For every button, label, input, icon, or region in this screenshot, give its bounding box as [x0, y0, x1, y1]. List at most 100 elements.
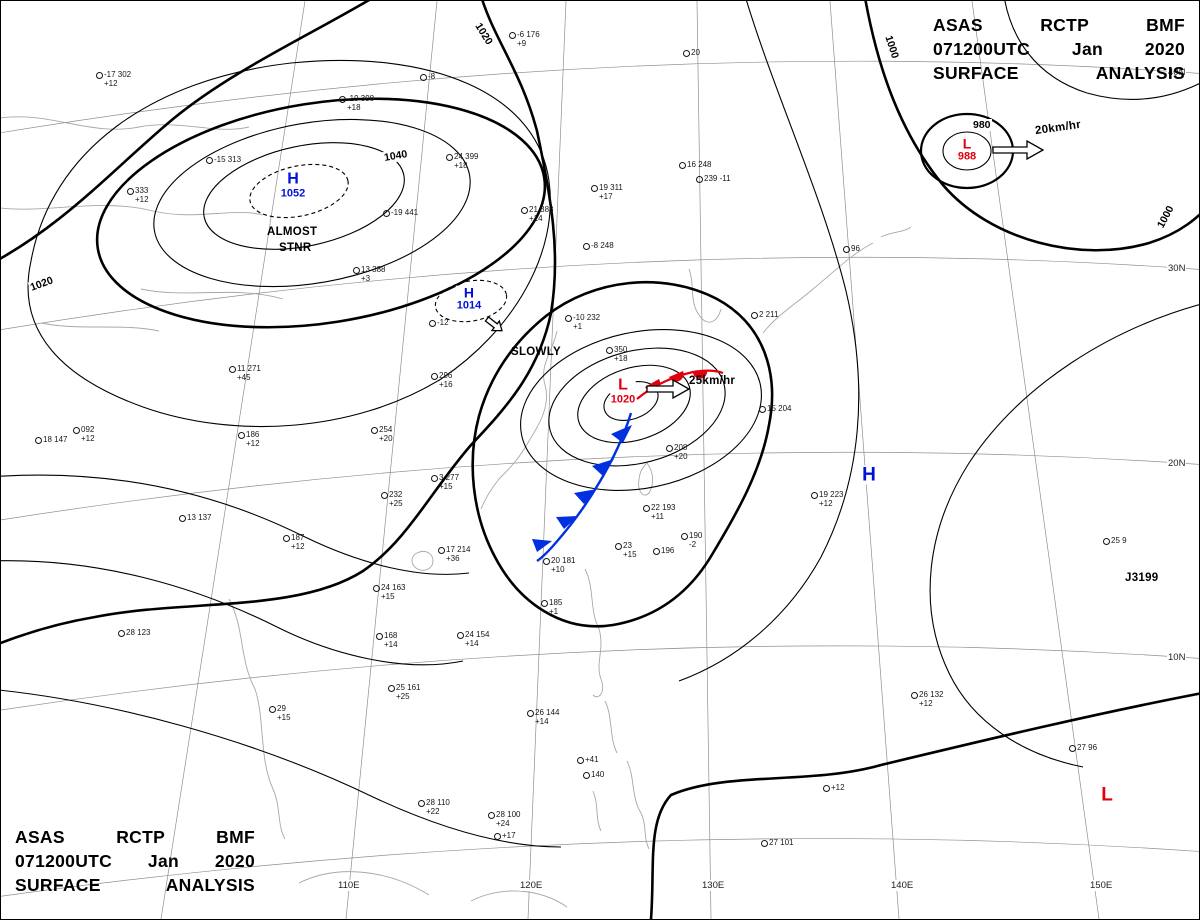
pressure-center-h: H 1052 — [279, 171, 307, 200]
station-plot: 254 +20 — [371, 425, 393, 443]
station-plot: +41 — [577, 755, 599, 764]
chart-type: SURFACE ANALYSIS — [933, 63, 1185, 83]
station-plot: 19 223 +12 — [810, 490, 844, 508]
station-plot: 16 248 — [678, 160, 712, 169]
pressure-letter: H — [279, 171, 307, 188]
longitude-label: 110E — [337, 880, 361, 891]
longitude-label: 140E — [890, 880, 915, 891]
pressure-center-h: H 1014 — [455, 285, 483, 312]
station-plot: -6 176 +9 — [509, 30, 540, 48]
station-plot: +12 — [823, 783, 845, 792]
pressure-center-l: L 988 — [956, 136, 978, 163]
station-plot: 15 204 — [758, 404, 792, 413]
station-plot: 350 +18 — [606, 345, 628, 363]
station-plot: 185 +1 — [540, 598, 563, 616]
station-plot: 187 +12 — [283, 533, 305, 551]
pressure-letter: L — [609, 377, 637, 394]
movement-arrows — [484, 139, 1045, 400]
station-plot: 21 388 +14 — [520, 205, 554, 223]
latitude-label: 30N — [1167, 263, 1187, 274]
station-plot: -19 398 +18 — [338, 94, 375, 112]
movement-speed-20: 20km/hr — [1034, 118, 1082, 138]
station-plot: 26 132 +12 — [910, 690, 944, 708]
station-plot: 19 311 +17 — [591, 183, 623, 201]
pressure-value: 1014 — [455, 299, 483, 312]
station-plot: 27 96 — [1068, 743, 1098, 752]
station-plot: 22 193 +11 — [642, 503, 676, 521]
station-plot: -19 441 — [382, 208, 419, 217]
high-motion-arrow — [484, 316, 503, 332]
station-plot: -8 248 — [583, 241, 614, 250]
isobar-label: 1020 — [471, 20, 496, 48]
movement-speed-25: 25km/hr — [689, 375, 736, 387]
pressure-letter: H — [455, 285, 483, 300]
low-motion-arrow — [646, 378, 691, 400]
station-plot: 26 144 +14 — [526, 708, 560, 726]
station-plot: 24 154 +14 — [456, 630, 490, 648]
station-plot: 20 — [683, 48, 700, 57]
station-plot: 208 +20 — [666, 443, 688, 461]
station-plot: 20 181 +10 — [542, 556, 576, 574]
movement-almost: ALMOST — [267, 226, 318, 238]
station-plot: 11 271 +45 — [229, 364, 261, 382]
station-plot: 27 101 — [760, 838, 794, 847]
station-plot: 25 161 +25 — [387, 683, 421, 701]
pressure-value: 1020 — [609, 393, 637, 406]
station-plot: -12 — [429, 318, 449, 327]
station-plot: 3 277 +15 — [430, 473, 460, 491]
station-plot: 96 — [843, 244, 860, 253]
chart-datetime: 071200UTC Jan 2020 — [933, 39, 1185, 59]
isobar-label: 1000 — [882, 33, 902, 61]
chart-id: ASAS RCTP BMF — [933, 15, 1185, 35]
station-plot: 24 399 +18 — [445, 152, 479, 170]
station-plot: 186 +12 — [238, 430, 260, 448]
station-plot: 140 — [582, 770, 605, 779]
pressure-center-h: H — [861, 464, 877, 486]
station-plot: 232 +25 — [381, 490, 403, 508]
pressure-center-l: L 1020 — [609, 377, 637, 406]
isobar-label: 1000 — [1154, 202, 1177, 232]
low-motion-arrow — [992, 139, 1045, 161]
station-plot: 28 110 +22 — [418, 798, 450, 816]
pressure-letter: L — [956, 136, 978, 151]
station-plot: 13 388 +3 — [352, 265, 386, 283]
latitude-label: 40N — [1167, 67, 1187, 78]
pressure-letter: L — [1100, 784, 1114, 806]
latitude-label: 20N — [1167, 458, 1187, 469]
station-plot: 24 163 +15 — [372, 583, 406, 601]
longitude-label: 120E — [519, 880, 544, 891]
station-plot: 239 -11 — [696, 174, 731, 183]
station-plot: -15 313 — [205, 155, 242, 164]
station-plot: -10 232 +1 — [564, 313, 601, 331]
cold-front — [532, 412, 633, 562]
station-plot: 190 -2 — [680, 531, 703, 549]
station-plot: 333 +12 — [127, 186, 149, 204]
ship-id: J3199 — [1125, 572, 1159, 584]
isobar-label: 1040 — [382, 147, 410, 165]
pressure-letter: H — [861, 464, 877, 486]
station-plot: 29 +15 — [269, 704, 291, 722]
station-plot: 28 123 — [117, 628, 151, 637]
station-plot: 13 137 — [178, 513, 212, 522]
latitude-label: 10N — [1167, 652, 1187, 663]
chart-datetime: 071200UTC Jan 2020 — [15, 851, 255, 871]
chart-type: SURFACE ANALYSIS — [15, 875, 255, 895]
title-block-top-right: ASAS RCTP BMF 071200UTC Jan 2020 SURFACE… — [933, 13, 1185, 85]
coastlines — [1, 116, 912, 908]
title-block-bottom-left: ASAS RCTP BMF 071200UTC Jan 2020 SURFACE… — [15, 825, 255, 897]
station-plot: 17 214 +36 — [437, 545, 471, 563]
station-plot: 296 +16 — [431, 371, 453, 389]
station-plot: 28 100 +24 — [487, 810, 521, 828]
station-plot: 092 +12 — [73, 425, 95, 443]
pressure-value: 988 — [956, 150, 978, 163]
station-plot: 2 211 — [750, 310, 779, 319]
pressure-value: 1052 — [279, 187, 307, 200]
movement-stnr: STNR — [279, 242, 312, 254]
isobar-label: 980 — [972, 119, 992, 131]
longitude-label: 150E — [1089, 880, 1114, 891]
